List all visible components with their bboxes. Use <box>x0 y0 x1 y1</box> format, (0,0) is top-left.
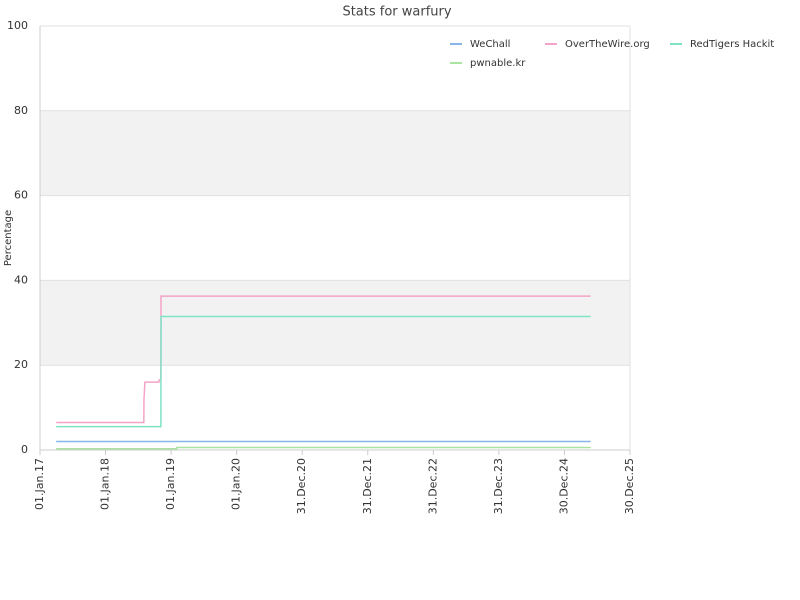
x-tick-label: 30.Dec.25 <box>623 458 636 514</box>
legend-label: RedTigers Hackit <box>690 39 774 50</box>
legend-label: WeChall <box>470 39 510 50</box>
x-tick-label: 31.Dec.21 <box>361 458 374 514</box>
y-tick-label: 80 <box>14 104 28 117</box>
x-tick-label: 30.Dec.24 <box>557 458 570 514</box>
x-tick-label: 01.Jan.18 <box>99 458 112 510</box>
x-tick-label: 31.Dec.22 <box>426 458 439 514</box>
legend-label: OverTheWire.org <box>565 39 650 50</box>
x-tick-label: 31.Dec.23 <box>492 458 505 514</box>
x-tick-label: 01.Jan.17 <box>33 458 46 510</box>
y-axis-label: Percentage <box>3 210 14 266</box>
chart-title: Stats for warfury <box>342 5 451 20</box>
series-line <box>56 295 591 424</box>
grid-band <box>40 280 630 366</box>
grid-band <box>40 110 630 196</box>
legend-label: pwnable.kr <box>470 58 526 69</box>
y-tick-label: 100 <box>7 19 28 32</box>
y-tick-label: 20 <box>14 358 28 371</box>
x-tick-label: 01.Jan.20 <box>230 458 243 510</box>
y-tick-label: 40 <box>14 273 28 286</box>
x-tick-label: 01.Jan.19 <box>164 458 177 510</box>
y-tick-label: 0 <box>21 443 28 456</box>
series-line <box>56 315 591 428</box>
series-line <box>56 446 591 450</box>
y-tick-label: 60 <box>14 189 28 202</box>
x-tick-label: 31.Dec.20 <box>295 458 308 514</box>
